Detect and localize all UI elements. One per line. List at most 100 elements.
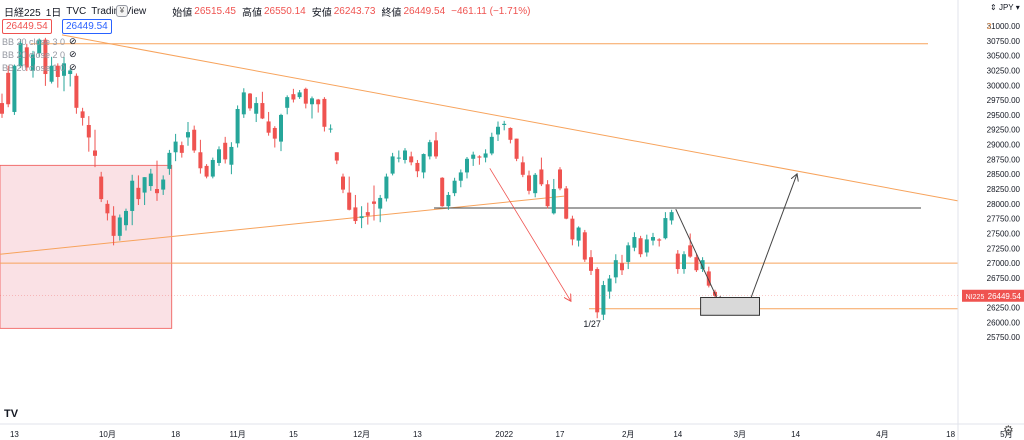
interval-label[interactable]: 1日: [45, 7, 62, 19]
candle-body: [638, 238, 643, 255]
ascending-trendline[interactable]: [0, 195, 565, 255]
candle: [93, 129, 97, 168]
time-tick-label: 14: [791, 430, 800, 439]
candle: [99, 171, 104, 203]
candle-body: [229, 146, 234, 165]
candle-body: [99, 176, 104, 200]
candle-body: [136, 187, 141, 200]
price-tick-label: 27250.00: [987, 244, 1021, 253]
eye-hidden-icon[interactable]: ⊘: [69, 49, 77, 59]
candle: [55, 63, 60, 88]
candle: [477, 155, 482, 165]
gear-icon[interactable]: ⚙: [1003, 423, 1014, 437]
candle: [372, 185, 376, 221]
descending-trendline[interactable]: [61, 34, 959, 202]
candle-body: [12, 65, 17, 112]
price-tick-label: 27750.00: [987, 215, 1021, 224]
price-tick-label: 27500.00: [987, 229, 1021, 238]
alert-marker[interactable]: 2: [987, 22, 992, 31]
candle-body: [465, 158, 469, 173]
price-tick-label: 31000.00: [987, 22, 1021, 31]
down-arrow-red[interactable]: [489, 168, 571, 300]
candle-body: [210, 159, 215, 177]
time-tick-label: 17: [556, 430, 565, 439]
candle-body: [595, 269, 600, 313]
candle: [620, 254, 624, 275]
projection-arrow-down[interactable]: [675, 208, 719, 303]
indicator-bb-1[interactable]: BB 20 close 1 0 ⊘: [2, 62, 77, 73]
target-box[interactable]: [700, 297, 760, 316]
eye-hidden-icon[interactable]: ⊘: [69, 36, 77, 46]
candle: [347, 176, 352, 211]
indicator-bb-2[interactable]: BB 20 close 2 0 ⊘: [2, 49, 77, 60]
time-tick-label: 11月: [229, 430, 245, 439]
candle: [520, 156, 525, 178]
candle-body: [620, 263, 624, 271]
candle: [316, 98, 321, 113]
candle-body: [124, 210, 128, 226]
candle: [539, 157, 544, 187]
candle-body: [161, 179, 166, 190]
trendline-layer[interactable]: [0, 34, 959, 310]
candle: [700, 257, 705, 273]
candle-body: [675, 253, 680, 270]
candle-body: [303, 88, 308, 104]
candle: [458, 169, 463, 188]
candle-body: [204, 165, 209, 177]
candle: [626, 242, 631, 270]
candle-body: [384, 176, 389, 199]
eye-hidden-icon[interactable]: ⊘: [69, 62, 77, 72]
time-tick-label: 5月: [1000, 430, 1012, 439]
axis-currency[interactable]: ⇕ JPY ▾: [990, 3, 1020, 12]
candle: [173, 133, 178, 162]
currency-icon[interactable]: ¥: [116, 5, 128, 17]
time-axis-layer[interactable]: 13 10月 18 11月 15 12月 13 2022 17 2月 14 3月 14 4月 18 5月: [0, 423, 1024, 439]
candle-body: [545, 184, 550, 207]
candle: [322, 97, 327, 132]
candle-body: [533, 174, 538, 194]
candle: [595, 267, 600, 319]
price-tick-label: 30500.00: [987, 52, 1021, 61]
annotation-layer[interactable]: 1/27: [489, 168, 797, 329]
candle-body: [328, 128, 333, 130]
candle-body: [471, 154, 476, 159]
buy-price-tag[interactable]: 26449.54: [62, 19, 112, 34]
candle-body: [322, 98, 327, 127]
symbol-tag-bg[interactable]: [962, 289, 988, 302]
candle-body: [539, 169, 544, 185]
projection-arrow-up[interactable]: [749, 175, 797, 301]
last-price-tag-bg[interactable]: [988, 289, 1024, 302]
price-tick-label: 26750.00: [987, 274, 1021, 283]
candle: [682, 251, 686, 274]
high-value: 26550.14: [264, 5, 306, 17]
symbol-name[interactable]: 日経225: [4, 7, 41, 19]
candle-body: [700, 260, 705, 270]
candle-body: [130, 180, 135, 211]
price-tick-label: 29750.00: [987, 96, 1021, 105]
candle-body: [93, 150, 97, 156]
candle: [527, 170, 531, 195]
candle-body: [613, 260, 618, 278]
time-tick-label: 18: [946, 430, 955, 439]
candle-body: [111, 215, 116, 236]
candle-body: [682, 254, 686, 270]
indicator-bb-3[interactable]: BB 20 close 3 0 ⊘: [2, 36, 77, 47]
candle: [663, 212, 668, 240]
candle: [564, 186, 569, 220]
candle: [657, 238, 662, 247]
sell-price-tag[interactable]: 26449.54: [2, 19, 52, 34]
candle: [471, 151, 476, 166]
candle-body: [440, 177, 445, 207]
candle: [545, 180, 550, 209]
candle-body: [142, 177, 147, 193]
candle-body: [37, 39, 42, 54]
indicator-label: BB 20 close 3 0: [2, 36, 66, 47]
candle-body: [421, 154, 426, 173]
candle-body: [626, 245, 631, 262]
candle: [260, 91, 265, 120]
indicator-label: BB 20 close 2 0: [2, 49, 66, 60]
symbol-tag-label: NI225: [966, 294, 985, 301]
candle-body: [24, 47, 29, 68]
